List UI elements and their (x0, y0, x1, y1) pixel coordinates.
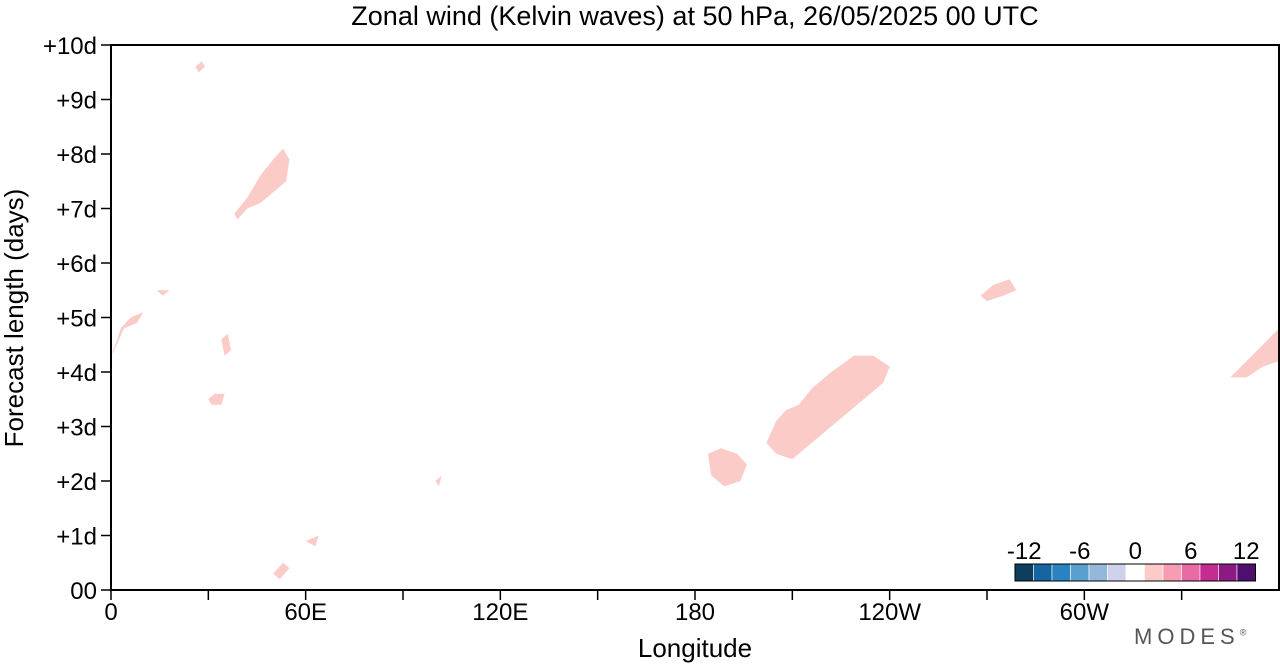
region-positive-band-west-upper (111, 45, 238, 263)
region-positive-blob-80e (351, 208, 371, 242)
region-positive-core-a (221, 333, 231, 356)
colorbar-swatch (1236, 563, 1256, 582)
colorbar-swatch (1088, 563, 1108, 582)
region-negative-blob-east-edge (1230, 328, 1279, 378)
colorbar-swatch (1107, 563, 1127, 582)
region-negative-blob-80w (980, 279, 1017, 302)
colorbar-tick-label: 0 (1129, 538, 1142, 565)
colorbar-swatch (1199, 563, 1219, 582)
x-axis-title: Longitude (638, 633, 752, 663)
modes-logo: MODES® (1134, 624, 1247, 649)
y-tick-label: +1d (56, 524, 97, 551)
y-tick-label: +3d (56, 415, 97, 442)
colorbar-swatch (1014, 563, 1034, 582)
colorbar-frame (1014, 563, 1256, 582)
region-negative-dot-c (435, 475, 442, 487)
x-tick-label: 60E (284, 599, 327, 626)
colorbar-tick-label: 6 (1184, 538, 1197, 565)
colorbar-swatch (1125, 563, 1145, 582)
plot-frame (110, 44, 1280, 591)
colorbar-swatch (1033, 563, 1053, 582)
x-tick-label: 120W (858, 599, 921, 626)
x-tick-label: 60W (1060, 599, 1110, 626)
colorbar-tick-label: 12 (1233, 538, 1260, 565)
y-tick-label: +6d (56, 251, 97, 278)
y-tick-label: +10d (43, 33, 97, 60)
region-positive-band-west-lower (111, 295, 290, 492)
region-positive-blob-east-upper (1165, 284, 1224, 340)
chart-title: Zonal wind (Kelvin waves) at 50 hPa, 26/… (351, 1, 1038, 31)
region-positive-core-c (195, 61, 206, 73)
region-negative-dot-d (156, 290, 170, 296)
colorbar-tick-label: -6 (1069, 538, 1090, 565)
region-negative-blob-west-edge (111, 312, 144, 356)
region-positive-blob-62e (308, 273, 316, 302)
y-tick-label: +8d (56, 142, 97, 169)
region-positive-blob-east-top (1243, 235, 1270, 285)
contour-regions (111, 45, 1279, 590)
y-tick-label: +4d (56, 360, 97, 387)
region-negative-band-150w (766, 355, 890, 460)
y-tick-label: +9d (56, 88, 97, 115)
colorbar-swatch (1181, 563, 1201, 582)
y-axis-title: Forecast length (days) (0, 189, 29, 448)
x-tick-label: 0 (104, 599, 117, 626)
colorbar-swatch (1051, 563, 1071, 582)
y-tick-label: +5d (56, 306, 97, 333)
region-negative-blob-70e (234, 148, 290, 220)
region-negative-blob-180 (708, 448, 747, 487)
colorbar-tick-label: -12 (1007, 538, 1042, 565)
region-negative-dot-b (305, 535, 319, 547)
y-tick-label: 00 (70, 578, 97, 605)
x-axis-ticks: 0 60E 120E 180 120W 60W (104, 590, 1183, 626)
colorbar-swatch (1144, 563, 1164, 582)
region-positive-core-b (208, 393, 225, 405)
x-tick-label: 180 (675, 599, 715, 626)
y-tick-label: +2d (56, 469, 97, 496)
colorbar-swatch (1162, 563, 1182, 582)
region-negative-dot-a (273, 562, 290, 580)
colorbar: -12 -6 0 6 12 (1007, 536, 1262, 586)
colorbar-swatch (1218, 563, 1238, 582)
y-axis-ticks: 00 +1d +2d +3d +4d +5d +6d +7d +8d +9d +10d (43, 33, 111, 605)
y-tick-label: +7d (56, 197, 97, 224)
x-tick-label: 120E (472, 599, 528, 626)
colorbar-swatch (1070, 563, 1090, 582)
